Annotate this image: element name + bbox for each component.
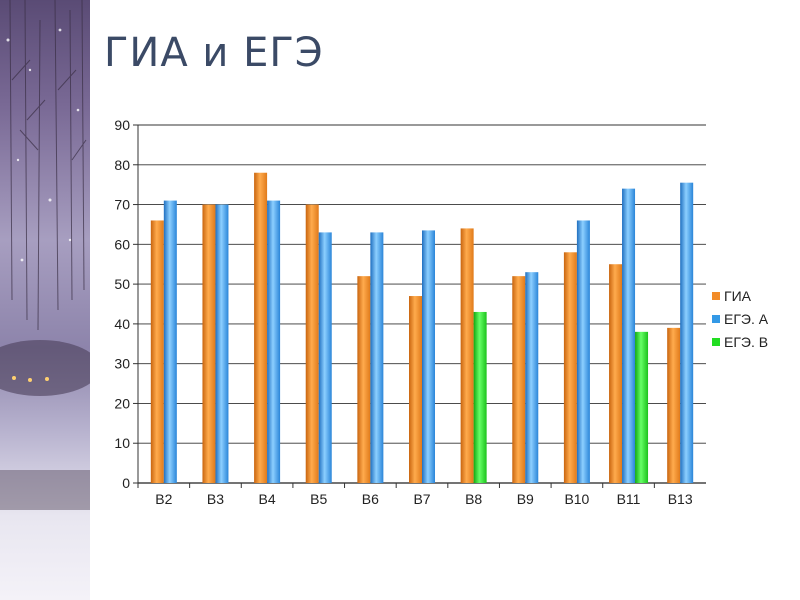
bar-B5-s1 [318, 232, 332, 483]
x-tick-label: B4 [259, 491, 276, 507]
x-tick-label: B5 [310, 491, 327, 507]
y-tick-label: 50 [114, 276, 130, 292]
legend-swatch [712, 292, 720, 300]
y-tick-label: 60 [114, 236, 130, 252]
bar-B2-s0 [150, 220, 164, 483]
bar-B11-s2 [635, 331, 649, 483]
x-tick-label: B6 [362, 491, 379, 507]
winter-forest-image [0, 0, 90, 510]
bar-B11-s1 [622, 188, 636, 483]
bar-B11-s0 [609, 264, 623, 483]
bar-B8-s0 [460, 228, 474, 483]
bar-B13-s1 [680, 182, 694, 483]
x-tick-label: B13 [668, 491, 693, 507]
y-tick-label: 10 [114, 435, 130, 451]
bar-B10-s0 [563, 252, 577, 483]
x-tick-label: B2 [155, 491, 172, 507]
legend: ГИА ЕГЭ. А ЕГЭ. В [712, 288, 769, 350]
page-title: ГИА и ЕГЭ [104, 30, 324, 76]
legend-swatch [712, 315, 720, 323]
legend-swatch [712, 338, 720, 346]
y-tick-label: 20 [114, 395, 130, 411]
bar-B3-s0 [202, 204, 216, 484]
legend-label: ЕГЭ. В [724, 334, 768, 350]
y-axis: 0 10 20 30 40 50 60 70 80 90 [114, 117, 139, 491]
bar-B10-s1 [576, 220, 590, 483]
x-axis: B2 B3 B4 B5 B6 B7 B8 B9 B10 B11 B13 [137, 483, 693, 507]
y-tick-label: 40 [114, 316, 130, 332]
bar-B7-s0 [409, 296, 422, 483]
bar-B6-s1 [370, 232, 384, 483]
bar-B9-s1 [525, 272, 539, 483]
bar-B13-s0 [667, 327, 681, 483]
bar-B9-s0 [512, 276, 526, 483]
legend-label: ЕГЭ. А [724, 311, 769, 327]
y-tick-label: 70 [114, 197, 130, 213]
bar-B3-s1 [215, 204, 229, 484]
y-tick-label: 90 [114, 117, 130, 133]
bar-B4-s1 [267, 200, 281, 484]
x-tick-label: B11 [617, 491, 641, 507]
legend-label: ГИА [724, 288, 752, 304]
x-tick-label: B10 [564, 491, 589, 507]
x-tick-label: B7 [413, 491, 430, 507]
bar-B4-s0 [254, 172, 268, 483]
x-tick-label: B9 [517, 491, 534, 507]
winter-photo-strip [0, 0, 90, 600]
y-tick-label: 80 [114, 157, 130, 173]
y-tick-label: 30 [114, 356, 130, 372]
bar-B2-s1 [163, 200, 177, 484]
bar-B5-s0 [305, 204, 319, 484]
x-tick-label: B3 [207, 491, 224, 507]
bar-B6-s0 [357, 276, 371, 483]
y-tick-label: 0 [122, 475, 130, 491]
bar-B7-s1 [422, 230, 435, 483]
x-tick-label: B8 [465, 491, 482, 507]
bar-B8-s2 [473, 311, 487, 483]
bars [150, 172, 694, 484]
